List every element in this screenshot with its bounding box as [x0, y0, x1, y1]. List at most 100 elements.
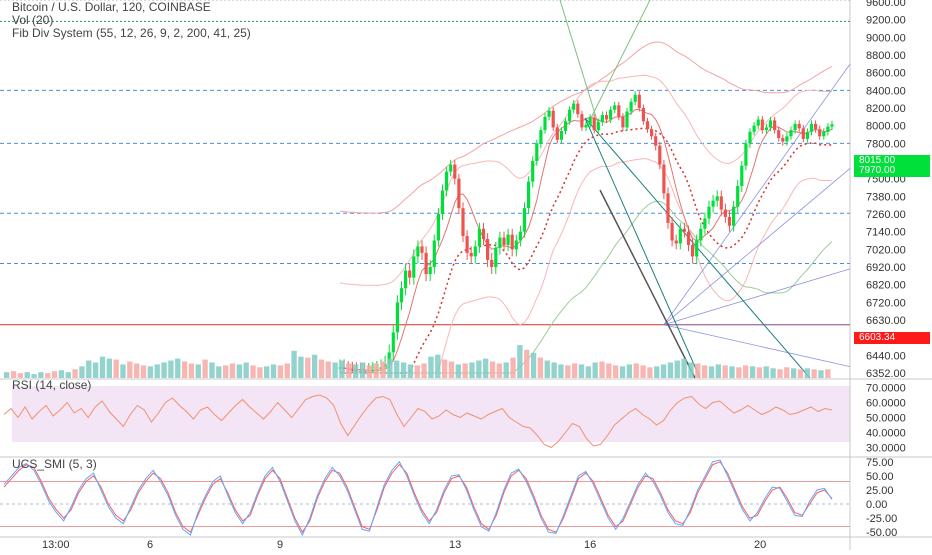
candle-body — [404, 270, 408, 289]
current-price-tag: 8015.00 — [854, 155, 930, 167]
volume-bar — [236, 364, 243, 378]
smi-label: UCS_SMI (5, 3) — [12, 457, 97, 471]
candle-body — [760, 119, 764, 131]
volume-bar — [243, 362, 249, 378]
volume-bar — [181, 361, 188, 378]
price-tick-label: 8600.00 — [866, 68, 906, 80]
candle-body — [518, 231, 522, 241]
volume-bar — [633, 363, 639, 378]
volume-bar — [736, 367, 742, 378]
time-tick-label: 9 — [277, 539, 283, 550]
candle-body — [543, 116, 547, 131]
volume-bar — [537, 357, 544, 378]
price-tick-label: 6920.00 — [866, 262, 906, 274]
time-tick-label: 6 — [147, 539, 153, 550]
volume-bar — [606, 363, 612, 378]
candle-body — [744, 143, 748, 166]
candle-body — [580, 114, 584, 128]
candle-body — [830, 124, 834, 127]
volume-bar — [756, 367, 763, 378]
candle-body — [682, 228, 686, 232]
volume-bar — [202, 359, 208, 378]
volume-bar — [188, 363, 195, 378]
rsi-line — [3, 394, 833, 449]
candle-body — [481, 228, 486, 240]
volume-bar — [264, 366, 270, 378]
candle-body — [805, 131, 809, 139]
volume-bar — [647, 367, 653, 378]
volume-bar — [113, 359, 119, 378]
candle-body — [654, 136, 658, 146]
fib-fan-line — [663, 268, 851, 326]
smi-tick-label: 75.00 — [866, 457, 894, 469]
candle-body — [637, 94, 641, 108]
candle-body — [428, 267, 432, 275]
volume-bar — [435, 354, 441, 378]
price-tick-label: 9000.00 — [866, 32, 906, 44]
candle-body — [457, 178, 461, 209]
candle-body — [707, 206, 711, 219]
price-tick-label: 6720.00 — [866, 297, 906, 309]
volume-bar — [489, 361, 496, 378]
volume-bar — [578, 364, 585, 378]
candle-body — [408, 270, 412, 278]
volume-bar — [31, 374, 37, 378]
volume-bar — [38, 372, 44, 378]
volume-bar — [722, 365, 728, 378]
volume-bar — [414, 365, 420, 378]
volume-bar — [407, 364, 414, 378]
candle-body — [600, 115, 604, 123]
price-tick-label: 7260.00 — [866, 209, 906, 221]
smi-tick-label: -50.00 — [866, 527, 897, 539]
candle-body — [666, 193, 670, 223]
candle-body — [440, 190, 445, 214]
volume-bar — [257, 367, 263, 378]
candle-body — [699, 228, 703, 241]
candle-body — [449, 164, 453, 172]
volume-bar — [147, 366, 154, 378]
candle-body — [748, 131, 752, 144]
candle-body — [764, 127, 768, 131]
candle-body — [572, 103, 576, 110]
candle-body — [535, 143, 539, 161]
smi-tick-label: -25.00 — [866, 513, 897, 525]
volume-bar — [284, 363, 290, 378]
volume-bar — [749, 366, 756, 378]
candle-body — [674, 240, 678, 244]
volume-bar — [667, 362, 674, 378]
candle-body — [584, 124, 588, 128]
candle-body — [613, 105, 617, 110]
candle-body — [522, 208, 527, 232]
volume-bar — [585, 366, 591, 378]
candle-body — [658, 145, 662, 165]
candle-body — [695, 240, 699, 257]
candle-body — [527, 181, 531, 209]
candle-body — [494, 247, 498, 267]
candle-body — [465, 236, 469, 253]
volume-bar — [380, 361, 386, 378]
candle-body — [797, 123, 801, 129]
price-tick-label: 8200.00 — [866, 103, 906, 115]
smi-signal-line — [3, 459, 833, 537]
candle-body — [604, 115, 609, 120]
candle-body — [539, 130, 543, 144]
candle-body — [498, 237, 502, 248]
rsi-tick-label: 70.0000 — [866, 383, 906, 395]
slow-ma-line — [340, 200, 833, 374]
volume-bar — [346, 363, 352, 378]
volume-bar — [455, 364, 461, 378]
candle-body — [621, 116, 625, 128]
price-tick-label: 6630.00 — [866, 315, 906, 327]
candle-body — [711, 200, 715, 207]
volume-bar — [318, 359, 325, 378]
volume-bar — [428, 356, 434, 378]
volume-bar — [469, 362, 475, 378]
price-tick-label: 7800.00 — [866, 138, 906, 150]
time-tick-label: 13:00 — [42, 539, 70, 550]
candle-body — [719, 196, 723, 210]
candle-body — [461, 208, 465, 237]
candle-body — [609, 109, 613, 120]
volume-bar — [763, 366, 769, 378]
